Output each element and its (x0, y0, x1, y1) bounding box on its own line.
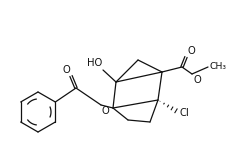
Text: HO: HO (87, 58, 102, 68)
Text: O: O (187, 46, 195, 56)
Text: O: O (62, 65, 70, 75)
Text: CH₃: CH₃ (209, 61, 226, 71)
Text: O: O (102, 106, 110, 116)
Text: O: O (193, 75, 201, 85)
Text: Cl: Cl (180, 108, 190, 118)
